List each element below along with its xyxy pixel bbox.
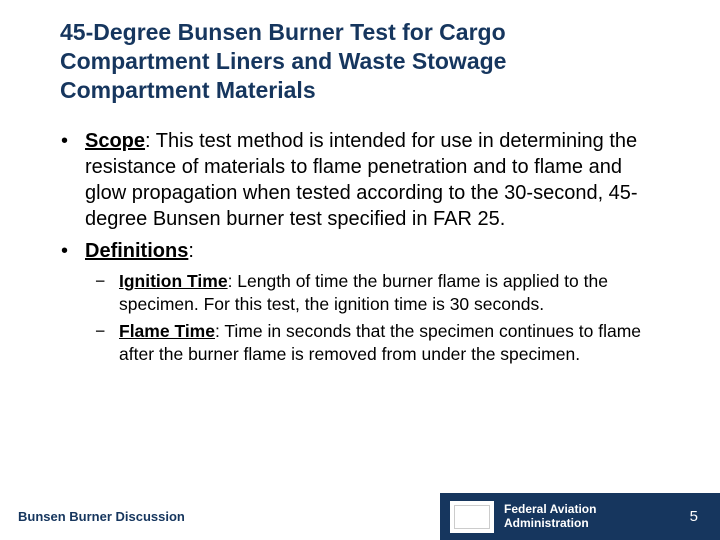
- slide-title: 45-Degree Bunsen Burner Test for Cargo C…: [0, 0, 720, 114]
- bullet-label: Scope: [85, 130, 145, 152]
- bullet-label: Flame Time: [119, 321, 215, 341]
- slide: 45-Degree Bunsen Burner Test for Cargo C…: [0, 0, 720, 540]
- bullet-marker: •: [55, 128, 85, 154]
- bullet-body: :: [188, 240, 194, 262]
- bullet-level2: −Flame Time: Time in seconds that the sp…: [55, 320, 660, 366]
- bullet-text: Ignition Time: Length of time the burner…: [119, 270, 660, 316]
- bullet-level2: −Ignition Time: Length of time the burne…: [55, 270, 660, 316]
- bullet-label: Definitions: [85, 240, 188, 262]
- bullet-text: Definitions:: [85, 238, 660, 264]
- bullet-marker: −: [95, 270, 119, 293]
- faa-logo-icon: [450, 501, 494, 533]
- page-number: 5: [690, 508, 698, 525]
- bullet-text: Flame Time: Time in seconds that the spe…: [119, 320, 660, 366]
- footer-right: Federal Aviation Administration 5: [440, 493, 720, 540]
- bullet-marker: •: [55, 238, 85, 264]
- footer-org: Federal Aviation Administration: [504, 503, 596, 531]
- slide-content: •Scope: This test method is intended for…: [0, 114, 720, 365]
- bullet-text: Scope: This test method is intended for …: [85, 128, 660, 232]
- footer: Bunsen Burner Discussion Federal Aviatio…: [0, 493, 720, 540]
- footer-left-text: Bunsen Burner Discussion: [0, 493, 440, 540]
- bullet-level1: •Scope: This test method is intended for…: [55, 128, 660, 232]
- footer-org-line2: Administration: [504, 517, 596, 531]
- footer-org-line1: Federal Aviation: [504, 503, 596, 517]
- bullet-level1: •Definitions:: [55, 238, 660, 264]
- bullet-body: : This test method is intended for use i…: [85, 130, 638, 230]
- bullet-label: Ignition Time: [119, 271, 228, 291]
- bullet-marker: −: [95, 320, 119, 343]
